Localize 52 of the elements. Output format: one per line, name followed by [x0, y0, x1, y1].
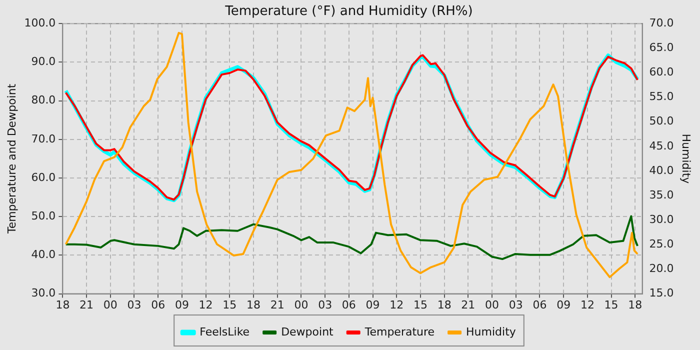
x-tick-label: 00 — [485, 298, 500, 312]
x-tick-label: 12 — [198, 298, 213, 312]
y-tick-label: 50.0 — [31, 209, 56, 222]
y2-tick-label: 30.0 — [649, 212, 674, 226]
y2-tick-label: 40.0 — [649, 164, 674, 177]
legend-label: Humidity — [466, 325, 516, 338]
y-tick-label: 90.0 — [31, 55, 56, 68]
y2-tick-label: 50.0 — [649, 114, 674, 128]
legend-label: Dewpoint — [281, 325, 334, 338]
legend-label: Temperature — [364, 325, 435, 338]
x-tick-label: 03 — [318, 298, 332, 312]
x-tick-label: 18 — [56, 298, 70, 312]
y2-tick-label: 60.0 — [649, 66, 674, 79]
x-tick-label: 00 — [103, 298, 118, 312]
y2-tick-label: 70.0 — [649, 16, 674, 30]
y2-tick-label: 55.0 — [649, 90, 674, 104]
x-tick-label: 12 — [580, 298, 594, 312]
y2-axis-title: Humidity — [680, 134, 693, 184]
x-tick-label: 06 — [532, 298, 547, 312]
y2-tick-label: 45.0 — [649, 139, 674, 152]
y-tick-label: 60.0 — [31, 170, 56, 184]
x-tick-label: 21 — [80, 298, 94, 312]
x-tick-label: 09 — [174, 298, 189, 312]
y-tick-label: 30.0 — [31, 286, 56, 300]
y-tick-label: 40.0 — [31, 248, 56, 262]
x-tick-label: 03 — [508, 298, 523, 312]
x-tick-label: 15 — [222, 298, 237, 312]
x-tick-label: 09 — [556, 298, 571, 312]
y2-tick-label: 15.0 — [649, 286, 674, 300]
y2-tick-label: 35.0 — [649, 188, 674, 202]
x-tick-label: 18 — [628, 298, 642, 312]
x-tick-label: 12 — [390, 298, 404, 312]
y2-tick-label: 25.0 — [649, 238, 674, 251]
y2-tick-label: 20.0 — [649, 262, 674, 276]
y-axis-title: Temperature and Dewpoint — [5, 83, 18, 235]
x-tick-label: 00 — [294, 298, 308, 312]
x-tick-label: 21 — [270, 298, 284, 312]
x-tick-label: 09 — [366, 298, 380, 312]
y-tick-label: 100.0 — [24, 16, 56, 30]
x-tick-label: 06 — [151, 298, 166, 312]
x-tick-label: 18 — [246, 298, 261, 312]
x-tick-label: 03 — [127, 298, 142, 312]
x-tick-label: 06 — [342, 298, 356, 312]
x-tick-label: 15 — [604, 298, 618, 312]
y2-tick-label: 65.0 — [649, 41, 674, 54]
y-tick-label: 70.0 — [31, 132, 56, 146]
chart-title: Temperature (°F) and Humidity (RH%) — [224, 4, 473, 20]
y-tick-label: 80.0 — [31, 94, 56, 107]
legend-label: FeelsLike — [200, 325, 250, 338]
x-tick-label: 18 — [437, 298, 452, 312]
x-tick-label: 15 — [413, 298, 428, 312]
x-tick-label: 21 — [461, 298, 476, 312]
